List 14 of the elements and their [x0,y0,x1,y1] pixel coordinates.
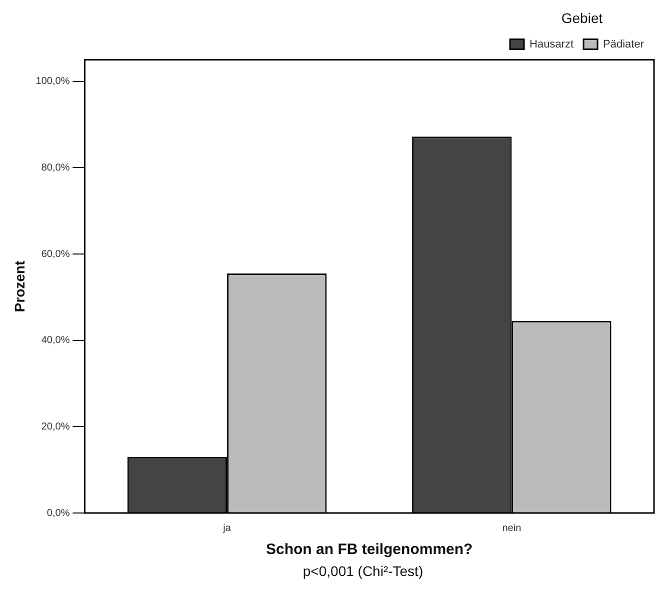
x-tick-label: nein [502,522,522,534]
y-axis-title: Prozent [11,260,28,312]
y-tick-label: 80,0% [41,162,70,174]
x-tick-label: ja [222,522,232,534]
y-tick-label: 40,0% [41,335,70,346]
y-tick-label: 100,0% [36,76,70,88]
y-tick-label: 0,0% [46,508,70,519]
text: p<0,001 (Chi²-Test) [302,563,424,579]
legend-label: Hausarzt [530,38,574,50]
y-tick-label: 20,0% [41,421,70,432]
y-tick-label: 60,0% [41,248,70,260]
x-axis-title: Schon an FB teilgenommen? [266,541,473,558]
legend-label: Pädiater [603,38,644,50]
legend-title: Gebiet [561,10,603,26]
